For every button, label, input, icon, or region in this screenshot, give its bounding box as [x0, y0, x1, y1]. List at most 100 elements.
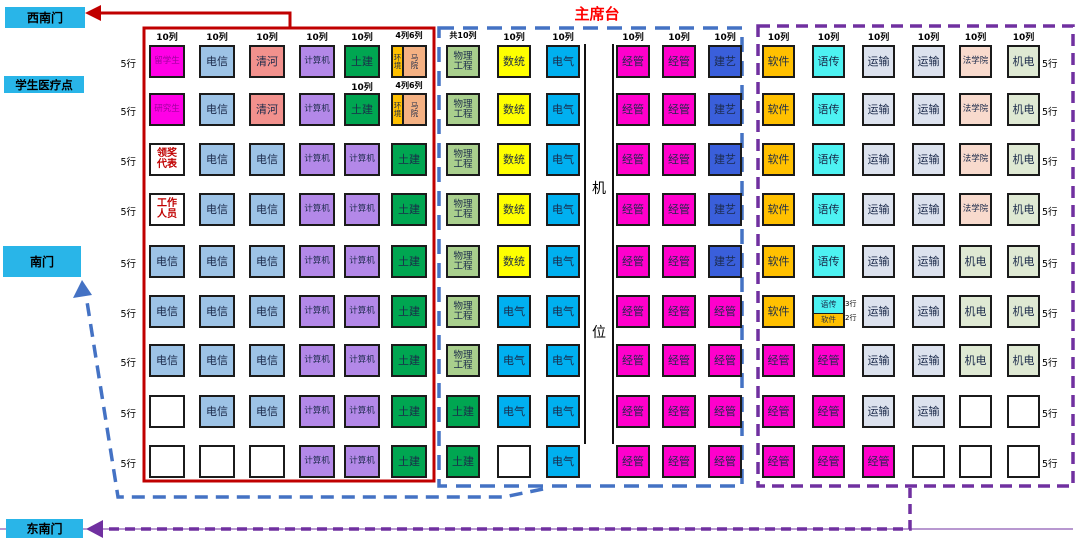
seat-label: 机电 — [964, 353, 987, 367]
camera-label-top: 机 — [592, 181, 606, 197]
seat-block: 电信 — [199, 395, 235, 428]
seat-label: 运输 — [917, 353, 940, 367]
seat-label: 经管 — [668, 304, 690, 318]
seat-block: 经管 — [708, 445, 742, 478]
seat-label: 经管 — [668, 152, 690, 166]
seat-block: 电信 — [249, 344, 285, 377]
seat-label: 环境 — [393, 52, 402, 70]
seat-block: 运输 — [862, 245, 895, 278]
red-route-arrow — [85, 5, 292, 28]
seat-label: 运输 — [917, 202, 940, 216]
seat-label: 土建 — [398, 202, 420, 216]
seat-block: 电气 — [546, 193, 580, 226]
seat-label: 经管 — [622, 54, 644, 68]
seat-block: 计算机 — [299, 445, 335, 478]
seat-label: 计算机 — [304, 306, 330, 317]
seat-label: 运输 — [867, 304, 890, 318]
seat-label: 经管 — [714, 304, 736, 318]
seat-label: 运输 — [917, 304, 940, 318]
seat-label: 运输 — [867, 254, 890, 268]
seat-block: 电气 — [497, 295, 531, 328]
row-count-label-right: 5行 — [1042, 459, 1058, 470]
seat-block — [149, 395, 185, 428]
seat-label: 机电 — [1012, 304, 1035, 318]
seat-block: 土建 — [446, 445, 480, 478]
student-medical-point-label: 学生医疗点 — [4, 76, 84, 93]
col-subheader: 10列 — [351, 83, 373, 93]
row-count-label-left: 5行 — [120, 309, 136, 320]
seat-label: 留学生 — [154, 56, 180, 67]
seat-block: 数统 — [497, 143, 531, 176]
col-header: 10列 — [1012, 33, 1035, 43]
col-header: 10列 — [817, 33, 840, 43]
seat-label: 建艺 — [714, 102, 736, 116]
gate-southeast: 东南门 — [6, 519, 83, 538]
seat-block: 数统 — [497, 193, 531, 226]
seat-block: 研究生 — [149, 93, 185, 126]
seat-block: 机电 — [1007, 143, 1040, 176]
seat-block: 机电 — [1007, 295, 1040, 328]
seat-block: 计算机 — [344, 445, 380, 478]
seat-label: 计算机 — [304, 406, 330, 417]
seat-block: 建艺 — [708, 45, 742, 78]
seat-block: 电信 — [149, 344, 185, 377]
seat-block: 建艺 — [708, 93, 742, 126]
seat-block: 法学院 — [959, 143, 992, 176]
seat-label: 语传 — [817, 54, 840, 68]
seat-label: 法学院 — [962, 56, 989, 67]
seat-label: 计算机 — [304, 204, 330, 215]
col-header: 10列 — [351, 33, 373, 43]
seat-label: 电信 — [206, 202, 228, 216]
seat-label: 电信 — [156, 254, 178, 268]
seat-label: 计算机 — [349, 204, 375, 215]
seat-label: 电气 — [552, 454, 574, 468]
seat-label: 物理 工程 — [453, 148, 473, 170]
seat-block: 电信 — [249, 295, 285, 328]
seat-block: 土建 — [391, 143, 427, 176]
seat-block: 电信 — [249, 193, 285, 226]
col-subheader: 4列6列 — [395, 81, 423, 90]
seat-label: 语传 — [817, 102, 840, 116]
seat-block: 运输 — [862, 395, 895, 428]
seat-label: 经管 — [668, 404, 690, 418]
seat-label: 法学院 — [962, 104, 989, 115]
seat-block: 数统 — [497, 45, 531, 78]
col-header: 10列 — [552, 33, 574, 43]
seat-block: 数统 — [497, 245, 531, 278]
seat-block: 经管 — [616, 395, 650, 428]
seat-label: 电信 — [156, 304, 178, 318]
seat-label: 电气 — [552, 102, 574, 116]
seat-block: 经管 — [662, 245, 696, 278]
row-count-label-right: 5行 — [1042, 259, 1058, 270]
seat-label: 计算机 — [349, 406, 375, 417]
seat-block: 经管 — [762, 344, 795, 377]
seat-label: 建艺 — [714, 54, 736, 68]
seat-block: 机电 — [1007, 193, 1040, 226]
seat-label: 计算机 — [304, 154, 330, 165]
seat-block: 法学院 — [959, 193, 992, 226]
seat-label: 电气 — [503, 353, 525, 367]
seat-block: 物理 工程 — [446, 143, 480, 176]
seat-label: 运输 — [917, 404, 940, 418]
seat-label: 电气 — [503, 404, 525, 418]
seat-sub-top: 语传 — [814, 297, 843, 314]
seat-label: 运输 — [867, 404, 890, 418]
seat-label: 电信 — [206, 404, 228, 418]
seat-block: 经管 — [662, 295, 696, 328]
seat-block: 土建 — [446, 395, 480, 428]
seat-block: 经管 — [616, 143, 650, 176]
seat-block: 建艺 — [708, 245, 742, 278]
seat-block: 建艺 — [708, 143, 742, 176]
seat-label: 电气 — [552, 353, 574, 367]
seat-label: 计算机 — [304, 256, 330, 267]
seat-block — [959, 395, 992, 428]
seat-label: 经管 — [714, 353, 736, 367]
col-header: 4列6列 — [395, 31, 423, 40]
col-header: 10列 — [503, 33, 525, 43]
row-count-label-left: 5行 — [120, 157, 136, 168]
seat-block: 运输 — [912, 143, 945, 176]
seat-block: 计算机 — [299, 143, 335, 176]
seat-block: 清河 — [249, 93, 285, 126]
row-count-label-left: 5行 — [120, 207, 136, 218]
seat-block: 电信 — [249, 245, 285, 278]
